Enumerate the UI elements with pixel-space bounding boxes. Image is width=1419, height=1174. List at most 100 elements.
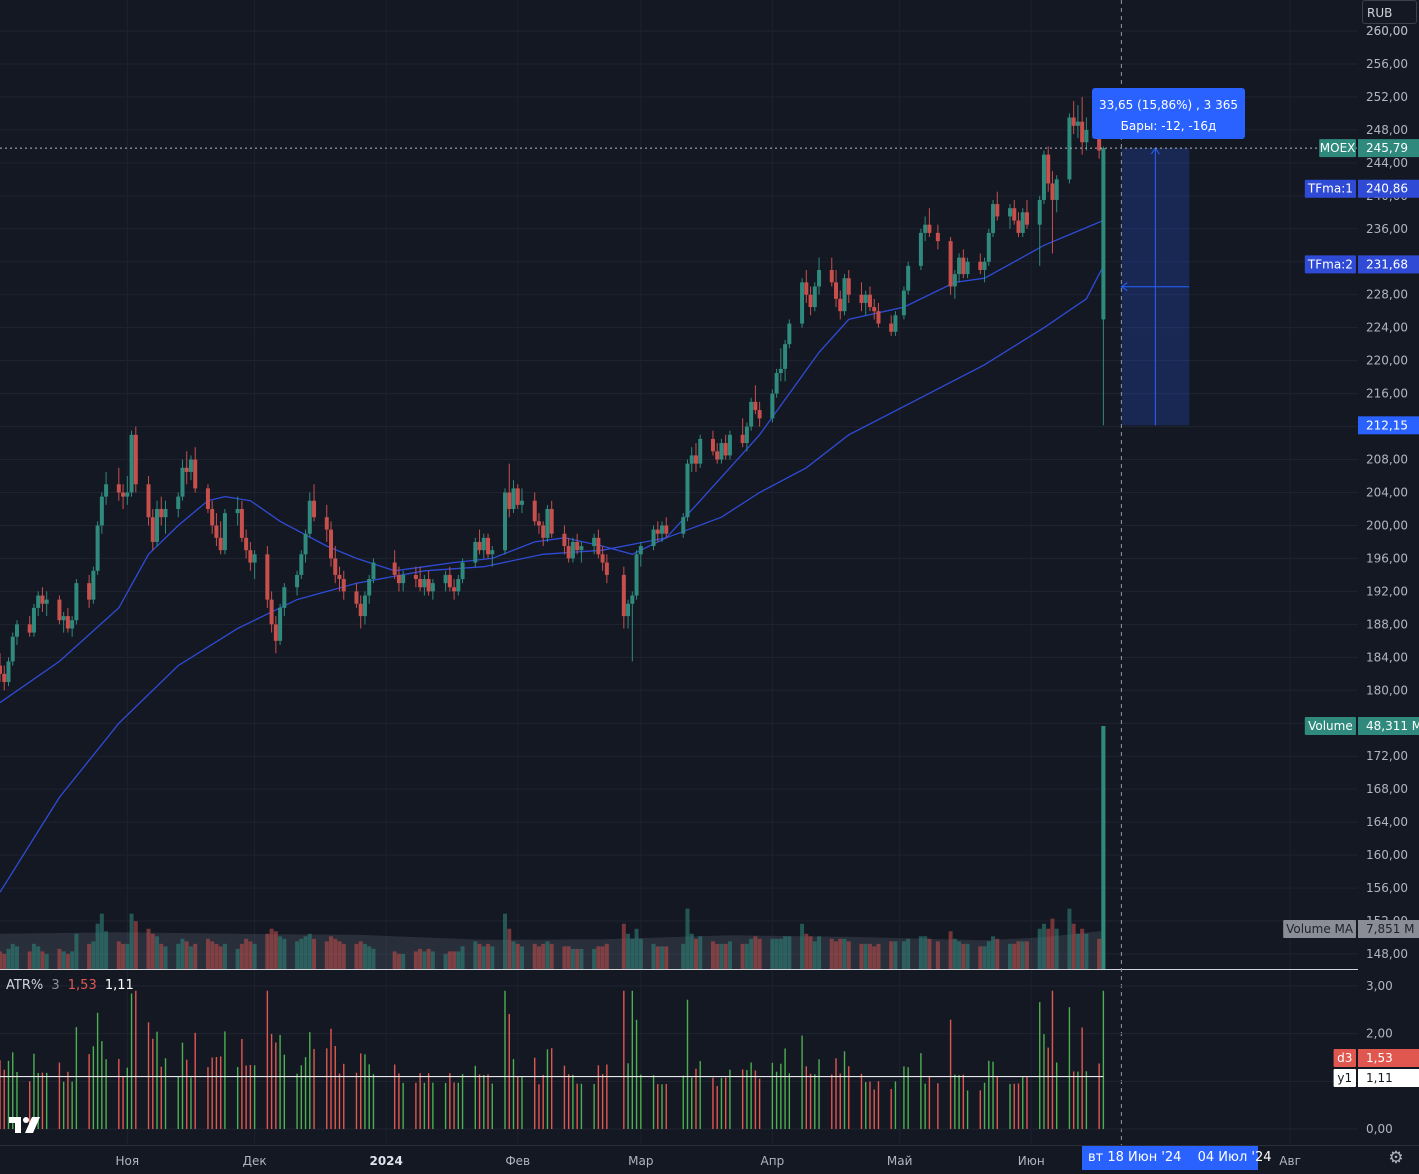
volume-bar <box>808 936 813 969</box>
candle-body <box>0 665 2 674</box>
ma-2-value-label: 231,68 <box>1366 257 1408 271</box>
candle-body <box>681 517 686 534</box>
candle-body <box>1037 199 1042 225</box>
candle-body <box>986 232 991 262</box>
price-tick-label: 244,00 <box>1366 156 1408 170</box>
volume-bar <box>95 923 100 969</box>
volume-bar <box>312 938 317 969</box>
volume-bar <box>723 943 728 969</box>
volume-bar <box>447 951 452 969</box>
candle-body <box>91 570 96 600</box>
candle-body <box>121 492 126 497</box>
crosshair-date-chip: вт 18 Июн '24 04 Июл '24 <box>1082 1146 1272 1170</box>
candle-body <box>1101 148 1106 320</box>
time-axis-label: Ноя <box>116 1154 140 1168</box>
candle-body <box>401 574 406 584</box>
candle-body <box>447 574 452 588</box>
volume-bar <box>265 933 270 969</box>
volume-bar <box>133 921 138 969</box>
price-tick-label: 180,00 <box>1366 683 1408 697</box>
candle-body <box>159 508 164 518</box>
volume-bar <box>218 946 223 969</box>
volume-bar <box>155 936 160 969</box>
price-tick-label: 220,00 <box>1366 354 1408 368</box>
candle-body <box>515 488 520 505</box>
candle-body <box>214 525 219 538</box>
volume-bar <box>337 941 342 969</box>
volume-bar <box>1080 928 1085 969</box>
volume-bar <box>744 943 749 969</box>
volume-bar <box>486 943 491 969</box>
candle-body <box>193 459 198 489</box>
volume-bar <box>358 941 363 969</box>
candle-body <box>104 484 109 497</box>
volume-bar <box>604 943 609 969</box>
volume-bar <box>685 908 690 969</box>
candle-body <box>282 587 287 608</box>
volume-bar <box>333 938 338 969</box>
tradingview-logo-icon[interactable] <box>8 1114 42 1136</box>
indicator-legend[interactable]: ATR% 3 1,53 1,11 <box>6 978 138 994</box>
volume-bar <box>918 936 923 969</box>
volume-bar <box>396 953 401 969</box>
volume-bar <box>184 941 189 969</box>
candle-body <box>778 368 783 374</box>
volume-bar <box>214 943 219 969</box>
volume-bar <box>413 951 418 969</box>
volume-bar <box>27 951 32 969</box>
volume-bar <box>842 938 847 969</box>
volume-bar <box>295 941 300 969</box>
candle-body <box>70 620 75 629</box>
volume-bar <box>14 946 19 969</box>
volume-bar <box>630 938 635 969</box>
volume-bar <box>927 938 932 969</box>
volume-bar <box>371 948 376 969</box>
candle-body <box>184 467 189 472</box>
volume-name-label: Volume <box>1308 719 1353 733</box>
candle-body <box>519 500 524 505</box>
candle-body <box>87 583 92 600</box>
candle-body <box>846 278 851 295</box>
candle-body <box>817 269 822 287</box>
price-tick-label: 252,00 <box>1366 90 1408 104</box>
candle-body <box>923 224 928 233</box>
volume-bar <box>651 943 656 969</box>
candle-body <box>1084 129 1089 143</box>
volume-bar <box>443 953 448 969</box>
volume-bar <box>116 941 121 969</box>
volume-bar <box>503 913 508 969</box>
volume-bar <box>74 933 79 969</box>
currency-selector[interactable]: RUB <box>1362 0 1417 24</box>
volume-bar <box>87 943 92 969</box>
candle-body <box>248 550 253 563</box>
candle-body <box>965 261 970 275</box>
candle-body <box>1054 179 1059 200</box>
candle-body <box>452 587 457 592</box>
price-tick-label: 196,00 <box>1366 551 1408 565</box>
candle-body <box>244 537 249 551</box>
atr-y1-name-label-bg <box>1333 1069 1356 1087</box>
candle-body <box>787 323 792 345</box>
volume-bar <box>430 951 435 969</box>
volume-bar <box>1041 923 1046 969</box>
measure-low-label-bg <box>1358 416 1419 435</box>
price-tick-label: 160,00 <box>1366 848 1408 862</box>
volume-bar <box>205 938 210 969</box>
volume-bar <box>566 946 571 969</box>
volume-bar <box>125 943 130 969</box>
ma-1-name-label-bg <box>1304 179 1356 198</box>
volume-bar <box>210 941 215 969</box>
volume-bar <box>511 941 516 969</box>
candle-body <box>333 558 338 575</box>
volume-bar <box>150 933 155 969</box>
candle-body <box>511 488 516 509</box>
volume-bar <box>299 938 304 969</box>
volume-bar <box>893 941 898 969</box>
volume-bar <box>562 946 567 969</box>
volume-bar <box>757 938 762 969</box>
gear-icon[interactable]: ⚙ <box>1388 1148 1404 1168</box>
volume-bar <box>422 951 427 969</box>
candle-body <box>61 616 66 621</box>
